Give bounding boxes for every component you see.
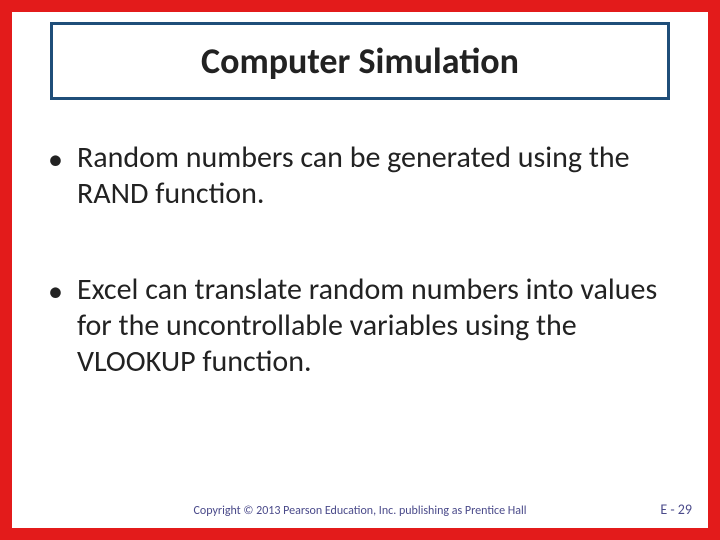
bullet-marker-icon: • bbox=[48, 274, 63, 310]
title-box: Computer Simulation bbox=[50, 22, 670, 100]
bullet-text: Excel can translate random numbers into … bbox=[77, 272, 672, 380]
bullet-item: • Random numbers can be generated using … bbox=[48, 140, 672, 212]
bullet-text: Random numbers can be generated using th… bbox=[77, 140, 672, 212]
slide-title: Computer Simulation bbox=[63, 39, 657, 83]
bullet-item: • Excel can translate random numbers int… bbox=[48, 272, 672, 380]
bullet-marker-icon: • bbox=[48, 142, 63, 178]
slide: Computer Simulation • Random numbers can… bbox=[0, 0, 720, 540]
footer-page-number: E - 29 bbox=[660, 501, 692, 518]
footer-copyright: Copyright © 2013 Pearson Education, Inc.… bbox=[0, 504, 720, 518]
body-content: • Random numbers can be generated using … bbox=[48, 140, 672, 440]
